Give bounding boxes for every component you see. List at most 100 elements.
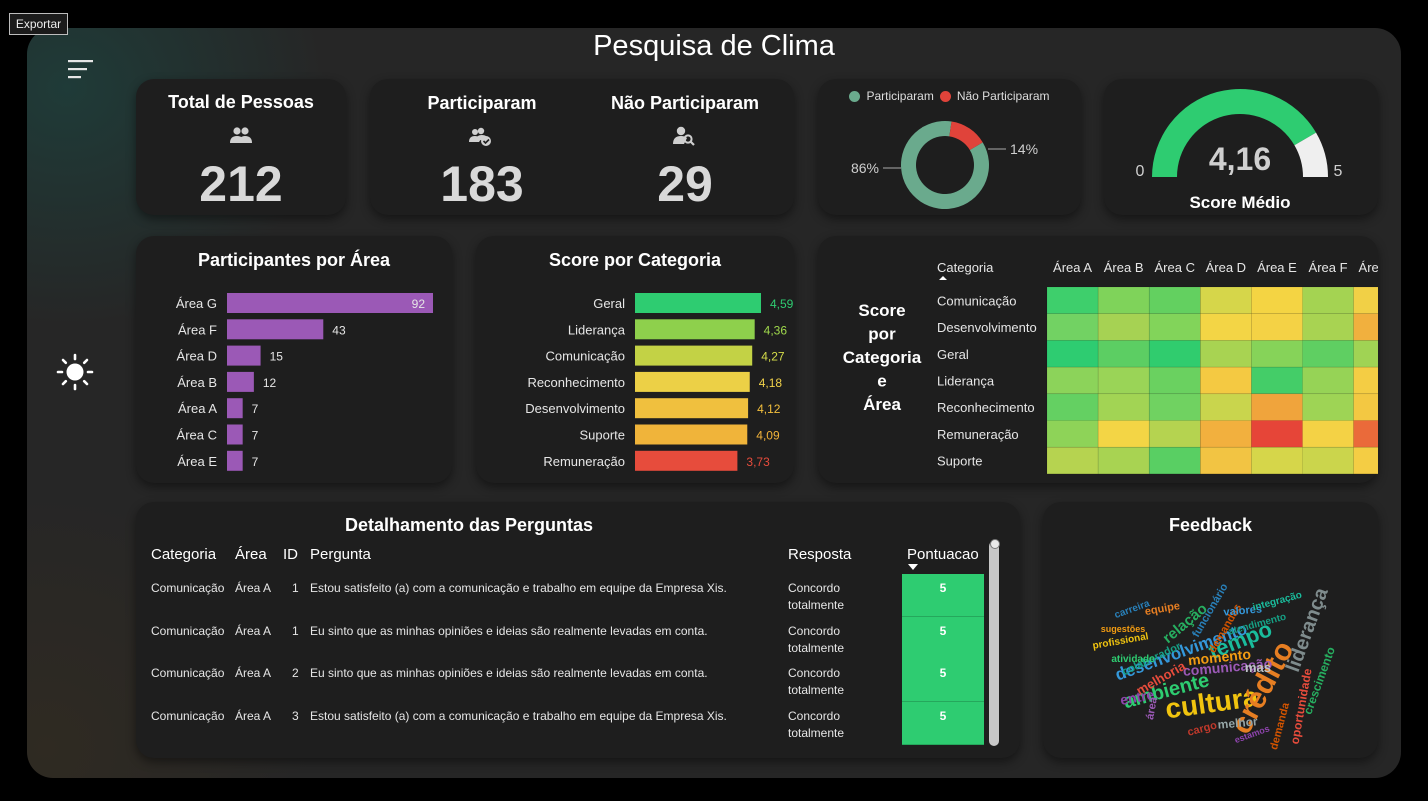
heatmap-cell (1046, 286, 1099, 315)
cell-resposta-line1: Concordo (788, 709, 841, 724)
category-bar (635, 371, 750, 392)
word-cloud-word: mas (1245, 660, 1271, 675)
area-bar-value: 43 (332, 323, 346, 337)
area-bar-category: Área D (177, 349, 217, 364)
sort-asc-icon (939, 276, 947, 280)
heatmap-cell (1353, 286, 1378, 315)
cell-resposta-line2: totalmente (788, 598, 845, 612)
area-bar (227, 424, 243, 445)
cell-area: Área A (235, 581, 272, 595)
cell-categoria: Comunicação (151, 581, 225, 595)
header-id[interactable]: ID (283, 546, 298, 563)
heatmap-cell (1046, 313, 1099, 341)
heatmap-cell (1353, 313, 1378, 341)
heatmap-column-label: Área E (1257, 260, 1297, 275)
table-row[interactable]: Comunicação Área A 1 Estou satisfeito (a) c… (136, 574, 1020, 623)
people-check-icon (469, 127, 491, 146)
heatmap-cell (1302, 313, 1354, 341)
cell-pergunta: Eu sinto que as minhas opiniões e ideias… (310, 623, 708, 638)
area-bar-category: Área C (177, 428, 217, 443)
score-gauge-card: 4,16 0 5 Score Médio (1104, 79, 1378, 215)
kpi-total-label: Total de Pessoas (168, 92, 314, 112)
gauge-max-label: 5 (1334, 163, 1343, 180)
category-bar (635, 345, 753, 366)
feedback-title: Feedback (1168, 515, 1253, 535)
table-scrollbar-thumb[interactable] (990, 539, 1000, 549)
donut-slice-1 (949, 121, 983, 151)
cell-pergunta: Estou satisfeito (a) com a comunicação e… (310, 581, 727, 595)
cell-area: Área A (235, 709, 272, 724)
kpi-participated-label: Participaram (427, 93, 537, 113)
category-bar (635, 319, 755, 340)
heatmap-row-label: Suporte (937, 454, 983, 469)
heatmap-cell (1046, 393, 1099, 421)
sun-icon[interactable] (56, 353, 94, 391)
heatmap-cell (1199, 313, 1252, 341)
cell-pontuacao: 5 (902, 702, 984, 746)
menu-lines-icon[interactable] (67, 58, 95, 80)
table-row[interactable]: Comunicação Área A 2 Eu sinto que as minhas… (136, 659, 1020, 708)
heatmap-cell (1199, 340, 1252, 368)
word-cloud: culturacréditoambientedesenvolvimentocom… (1092, 581, 1338, 751)
area-bar-value: 12 (263, 376, 277, 390)
word-cloud-word: integração (1252, 590, 1304, 614)
word-cloud-word: melhor (1217, 714, 1258, 731)
heatmap-cell (1097, 340, 1150, 368)
cell-id: 2 (292, 666, 299, 681)
heatmap-row-label: Reconhecimento (937, 400, 1035, 415)
table-scrollbar[interactable] (989, 541, 999, 746)
category-bar-value: 4,18 (759, 376, 783, 390)
heatmap-row-header: Categoria (937, 260, 994, 275)
kpi-not-participated-value: 29 (657, 156, 713, 212)
header-pergunta[interactable]: Pergunta (310, 546, 371, 563)
heatmap-cell (1199, 393, 1252, 421)
cell-categoria: Comunicação (151, 709, 225, 724)
people-icon (230, 127, 252, 143)
table-row[interactable]: Comunicação Área A 1 Eu sinto que as minhas… (136, 616, 1020, 666)
cell-pergunta: Eu sinto que as minhas opiniões e ideias… (310, 666, 708, 681)
category-bar-label: Remuneração (543, 454, 625, 469)
heatmap-cell (1251, 340, 1303, 368)
area-bar-category: Área B (177, 375, 217, 390)
area-bar-value: 7 (252, 429, 259, 443)
donut-chart: 86% 14% (851, 121, 1038, 209)
export-button[interactable]: Exportar (9, 13, 68, 35)
heatmap-cell (1148, 286, 1201, 315)
heatmap-column-label: Área B (1104, 260, 1144, 275)
heatmap-cell (1148, 366, 1201, 395)
heatmap-cell (1251, 420, 1303, 448)
category-bar (635, 450, 738, 471)
heatmap-title-line: por (868, 325, 896, 344)
header-categoria[interactable]: Categoria (151, 546, 217, 563)
category-bar-label: Suporte (579, 428, 625, 443)
header-resposta[interactable]: Resposta (788, 546, 852, 563)
table-row[interactable]: Comunicação Área A 3 Estou satisfeito (a) c… (136, 702, 1020, 751)
heatmap-cell (1251, 286, 1303, 315)
sort-desc-icon[interactable] (907, 563, 919, 571)
category-bar (635, 424, 748, 445)
word-cloud-word: entre (1119, 686, 1156, 708)
word-cloud-word: atividade (1111, 654, 1155, 665)
cell-area: Área A (235, 666, 272, 681)
area-bar-value: 15 (270, 350, 284, 364)
donut-label-0: 86% (851, 160, 879, 176)
area-bar-category: Área G (176, 296, 217, 311)
questions-table-card: Detalhamento das Perguntas Categoria Áre… (136, 502, 1020, 758)
heatmap-cell (1302, 340, 1354, 368)
gauge-title: Score Médio (1189, 193, 1290, 212)
header-pontuacao[interactable]: Pontuacao (907, 546, 979, 563)
cell-pergunta: Estou satisfeito (a) com a comunicação e… (310, 709, 727, 724)
word-cloud-word: sugestões (1101, 624, 1146, 634)
heatmap-cell (1199, 420, 1252, 448)
heatmap-cell (1302, 446, 1354, 475)
header-area[interactable]: Área (235, 546, 267, 563)
questions-table-title: Detalhamento das Perguntas (344, 515, 594, 535)
area-bar (227, 345, 261, 366)
heatmap-cell (1148, 446, 1201, 475)
heatmap-cell (1148, 420, 1201, 448)
participants-bar-chart: Área G 92 Área F 43 Área D 15 Área B 12 Área A 7 Á… (176, 293, 433, 471)
kpi-not-participated-label: Não Participaram (610, 93, 760, 113)
area-bar-value: 92 (412, 297, 426, 311)
legend-dot-nao-participaram (939, 90, 951, 102)
cell-resposta-line2: totalmente (788, 726, 845, 741)
